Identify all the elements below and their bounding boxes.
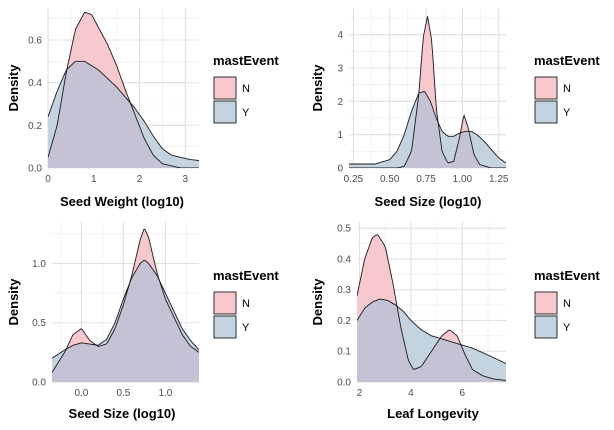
x-tick-label: 0.5 [116, 388, 130, 399]
tick-labels: 2 4 6 0.0 0.1 0.2 0.3 0.4 0.5 [337, 224, 465, 399]
legend-key-N [534, 291, 558, 315]
density-line-Y [349, 91, 506, 165]
legend-title: mastEvent [534, 268, 600, 283]
density-line-Y [48, 60, 199, 161]
density-panel-1: 0 1 2 3 0.0 0.2 0.4 0.6 Seed Weight (log10) Densi… [6, 8, 279, 209]
y-tick-label: 0 [337, 164, 343, 175]
x-tick-label: 2 [137, 174, 143, 185]
y-tick-label: 0.0 [32, 378, 46, 389]
x-tick-label: 1.25 [489, 174, 509, 185]
x-tick-label: 3 [182, 174, 188, 185]
density-overlap [48, 61, 199, 168]
legend: mastEvent NY [534, 53, 600, 124]
y-tick-label: 0.4 [28, 78, 42, 89]
x-tick-label: 0.0 [74, 388, 88, 399]
density-area-N [349, 16, 506, 168]
y-tick-label: 0.5 [32, 318, 46, 329]
x-tick-label: 4 [408, 388, 414, 399]
x-tick-label: 1.0 [158, 388, 172, 399]
legend-key-Y [213, 315, 237, 339]
y-tick-label: 1 [337, 130, 343, 141]
density-line-N [357, 234, 506, 381]
legend-key-N [213, 76, 237, 100]
density-line-N [349, 16, 506, 168]
legend-title: mastEvent [534, 53, 600, 68]
y-tick-label: 0.0 [28, 164, 42, 175]
y-tick-label: 0.6 [28, 36, 42, 47]
y-axis-title: Density [310, 64, 325, 112]
legend-label-N: N [242, 83, 250, 95]
x-tick-label: 0 [45, 174, 51, 185]
y-tick-label: 0.3 [337, 285, 351, 296]
x-tick-label: 0.50 [380, 174, 400, 185]
density-line-Y [52, 259, 199, 359]
density-overlap [357, 299, 506, 382]
x-tick-label: 0.25 [344, 174, 364, 185]
density-panel-3: 0.0 0.5 1.0 0.0 0.5 1.0 Seed Size (log10) Densi… [6, 222, 279, 421]
density-overlap [52, 260, 199, 382]
legend-key-Y [534, 100, 558, 124]
y-tick-label: 1.0 [32, 259, 46, 270]
y-axis-title: Density [6, 64, 21, 112]
tick-labels: 0.0 0.5 1.0 0.0 0.5 1.0 [32, 259, 173, 399]
x-axis-title: Leaf Longevity [387, 406, 480, 421]
x-tick-label: 6 [460, 388, 466, 399]
density-areas [52, 228, 199, 382]
legend-key-Y [534, 315, 558, 339]
legend-key-N [213, 291, 237, 315]
density-areas [357, 234, 506, 382]
legend-title: mastEvent [213, 53, 279, 68]
y-tick-label: 0.1 [337, 347, 351, 358]
y-tick-label: 3 [337, 64, 343, 75]
y-tick-label: 0.2 [337, 316, 351, 327]
legend-label-Y: Y [242, 322, 250, 334]
y-tick-label: 0.4 [337, 254, 351, 265]
y-axis-title: Density [310, 278, 325, 326]
y-tick-label: 2 [337, 97, 343, 108]
density-line-N [48, 11, 199, 168]
density-areas [349, 16, 506, 168]
legend-label-Y: Y [563, 322, 571, 334]
x-axis-title: Seed Weight (log10) [60, 194, 184, 209]
y-tick-label: 0.2 [28, 121, 42, 132]
density-line-Y [357, 298, 506, 364]
legend-label-Y: Y [242, 107, 250, 119]
density-overlap [349, 91, 506, 168]
y-tick-label: 0.0 [337, 378, 351, 389]
x-axis-title: Seed Size (log10) [69, 406, 176, 421]
legend-key-N [534, 76, 558, 100]
legend: mastEvent NY [213, 53, 279, 124]
legend-key-Y [213, 100, 237, 124]
tick-labels: 0 1 2 3 0.0 0.2 0.4 0.6 [28, 36, 188, 186]
x-tick-label: 0.75 [416, 174, 436, 185]
density-panel-4: 2 4 6 0.0 0.1 0.2 0.3 0.4 0.5 Leaf Longevity Densi… [310, 222, 600, 421]
y-axis-title: Density [6, 278, 21, 326]
legend: mastEvent NY [534, 268, 600, 339]
x-tick-label: 2 [357, 388, 363, 399]
density-line-N [52, 228, 199, 373]
legend-label-N: N [563, 83, 571, 95]
density-areas [48, 11, 199, 168]
legend-label-Y: Y [563, 107, 571, 119]
legend-title: mastEvent [213, 268, 279, 283]
tick-labels: 0.25 0.50 0.75 1.00 1.25 0 1 2 3 4 [337, 30, 508, 185]
legend-label-N: N [563, 298, 571, 310]
x-axis-title: Seed Size (log10) [375, 194, 482, 209]
density-panel-2: 0.25 0.50 0.75 1.00 1.25 0 1 2 3 4 Seed Size (log1… [310, 8, 600, 209]
x-tick-label: 1 [91, 174, 97, 185]
y-tick-label: 0.5 [337, 224, 351, 235]
legend-label-N: N [242, 298, 250, 310]
x-tick-label: 1.00 [453, 174, 473, 185]
y-tick-label: 4 [337, 30, 343, 41]
legend: mastEvent NY [213, 268, 279, 339]
